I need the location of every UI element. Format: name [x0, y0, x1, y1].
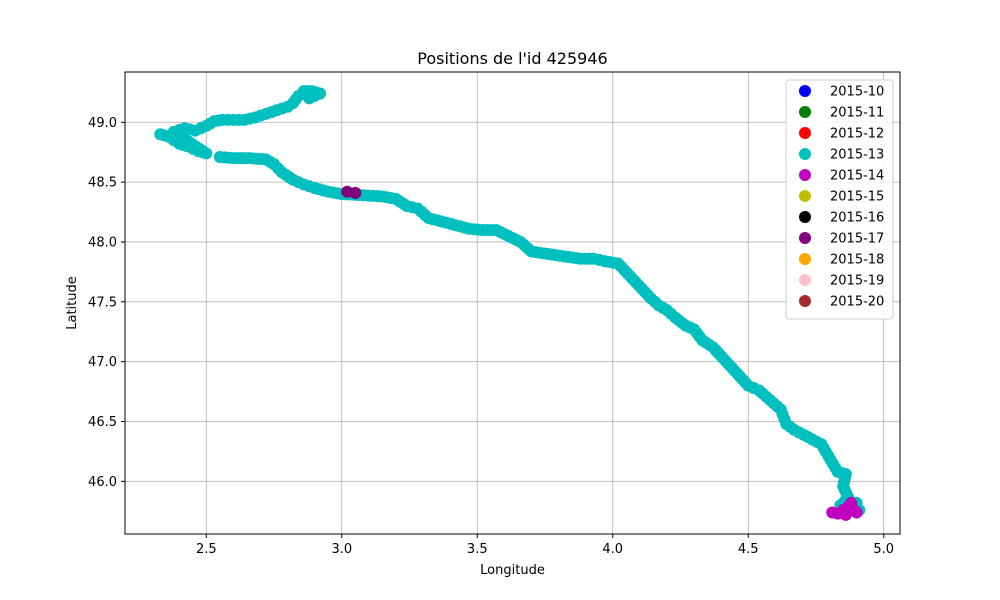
legend-label: 2015-11	[830, 106, 884, 121]
y-tick-label: 49.0	[88, 116, 117, 131]
y-tick-label: 48.5	[88, 176, 117, 191]
x-axis-label: Longitude	[480, 563, 545, 578]
data-points	[154, 85, 866, 521]
chart-title: Positions de l'id 425946	[417, 49, 607, 68]
legend-marker	[799, 148, 811, 160]
x-tick-label: 3.0	[331, 542, 352, 557]
legend-label: 2015-10	[830, 85, 884, 100]
x-tick-label: 2.5	[196, 542, 217, 557]
legend-marker	[799, 190, 811, 202]
x-tick-label: 3.5	[467, 542, 488, 557]
y-tick-label: 48.0	[88, 235, 117, 250]
y-tick-label: 47.0	[88, 355, 117, 370]
legend-label: 2015-16	[830, 211, 884, 226]
legend-label: 2015-17	[830, 232, 884, 247]
legend-label: 2015-18	[830, 253, 884, 268]
legend-marker	[799, 127, 811, 139]
x-tick-label: 4.5	[738, 542, 759, 557]
legend-marker	[799, 169, 811, 181]
legend-marker	[799, 211, 811, 223]
data-point	[839, 508, 852, 521]
legend-label: 2015-13	[830, 148, 884, 163]
series-2015-13	[154, 85, 866, 519]
axis-ticks: 2.5 3.0 3.5 4.0 4.5 5.0 46.0 46.5 47.0 47.5 48.0 48…	[88, 116, 894, 557]
legend-marker	[799, 274, 811, 286]
x-tick-label: 4.0	[602, 542, 623, 557]
y-tick-label: 46.0	[88, 475, 117, 490]
y-axis-label: Latitude	[65, 276, 80, 330]
legend-marker	[799, 106, 811, 118]
legend-marker	[799, 253, 811, 265]
legend-marker	[799, 85, 811, 97]
series-2015-17	[341, 185, 362, 199]
series-2015-14	[826, 496, 863, 521]
legend-marker	[799, 232, 811, 244]
data-point	[349, 186, 362, 199]
legend-label: 2015-20	[830, 295, 884, 310]
legend-label: 2015-14	[830, 169, 884, 184]
legend-marker	[799, 295, 811, 307]
plot-area-frame	[124, 71, 901, 535]
y-tick-label: 47.5	[88, 295, 117, 310]
legend: 2015-10 2015-11 2015-12 2015-13 2015-14 2015-…	[785, 79, 894, 320]
x-tick-label: 5.0	[873, 542, 894, 557]
legend-label: 2015-15	[830, 190, 884, 205]
legend-label: 2015-19	[830, 274, 884, 289]
legend-label: 2015-12	[830, 127, 884, 142]
data-point	[303, 92, 316, 105]
y-tick-label: 46.5	[88, 415, 117, 430]
data-point	[850, 506, 863, 519]
legend-frame	[785, 79, 894, 320]
